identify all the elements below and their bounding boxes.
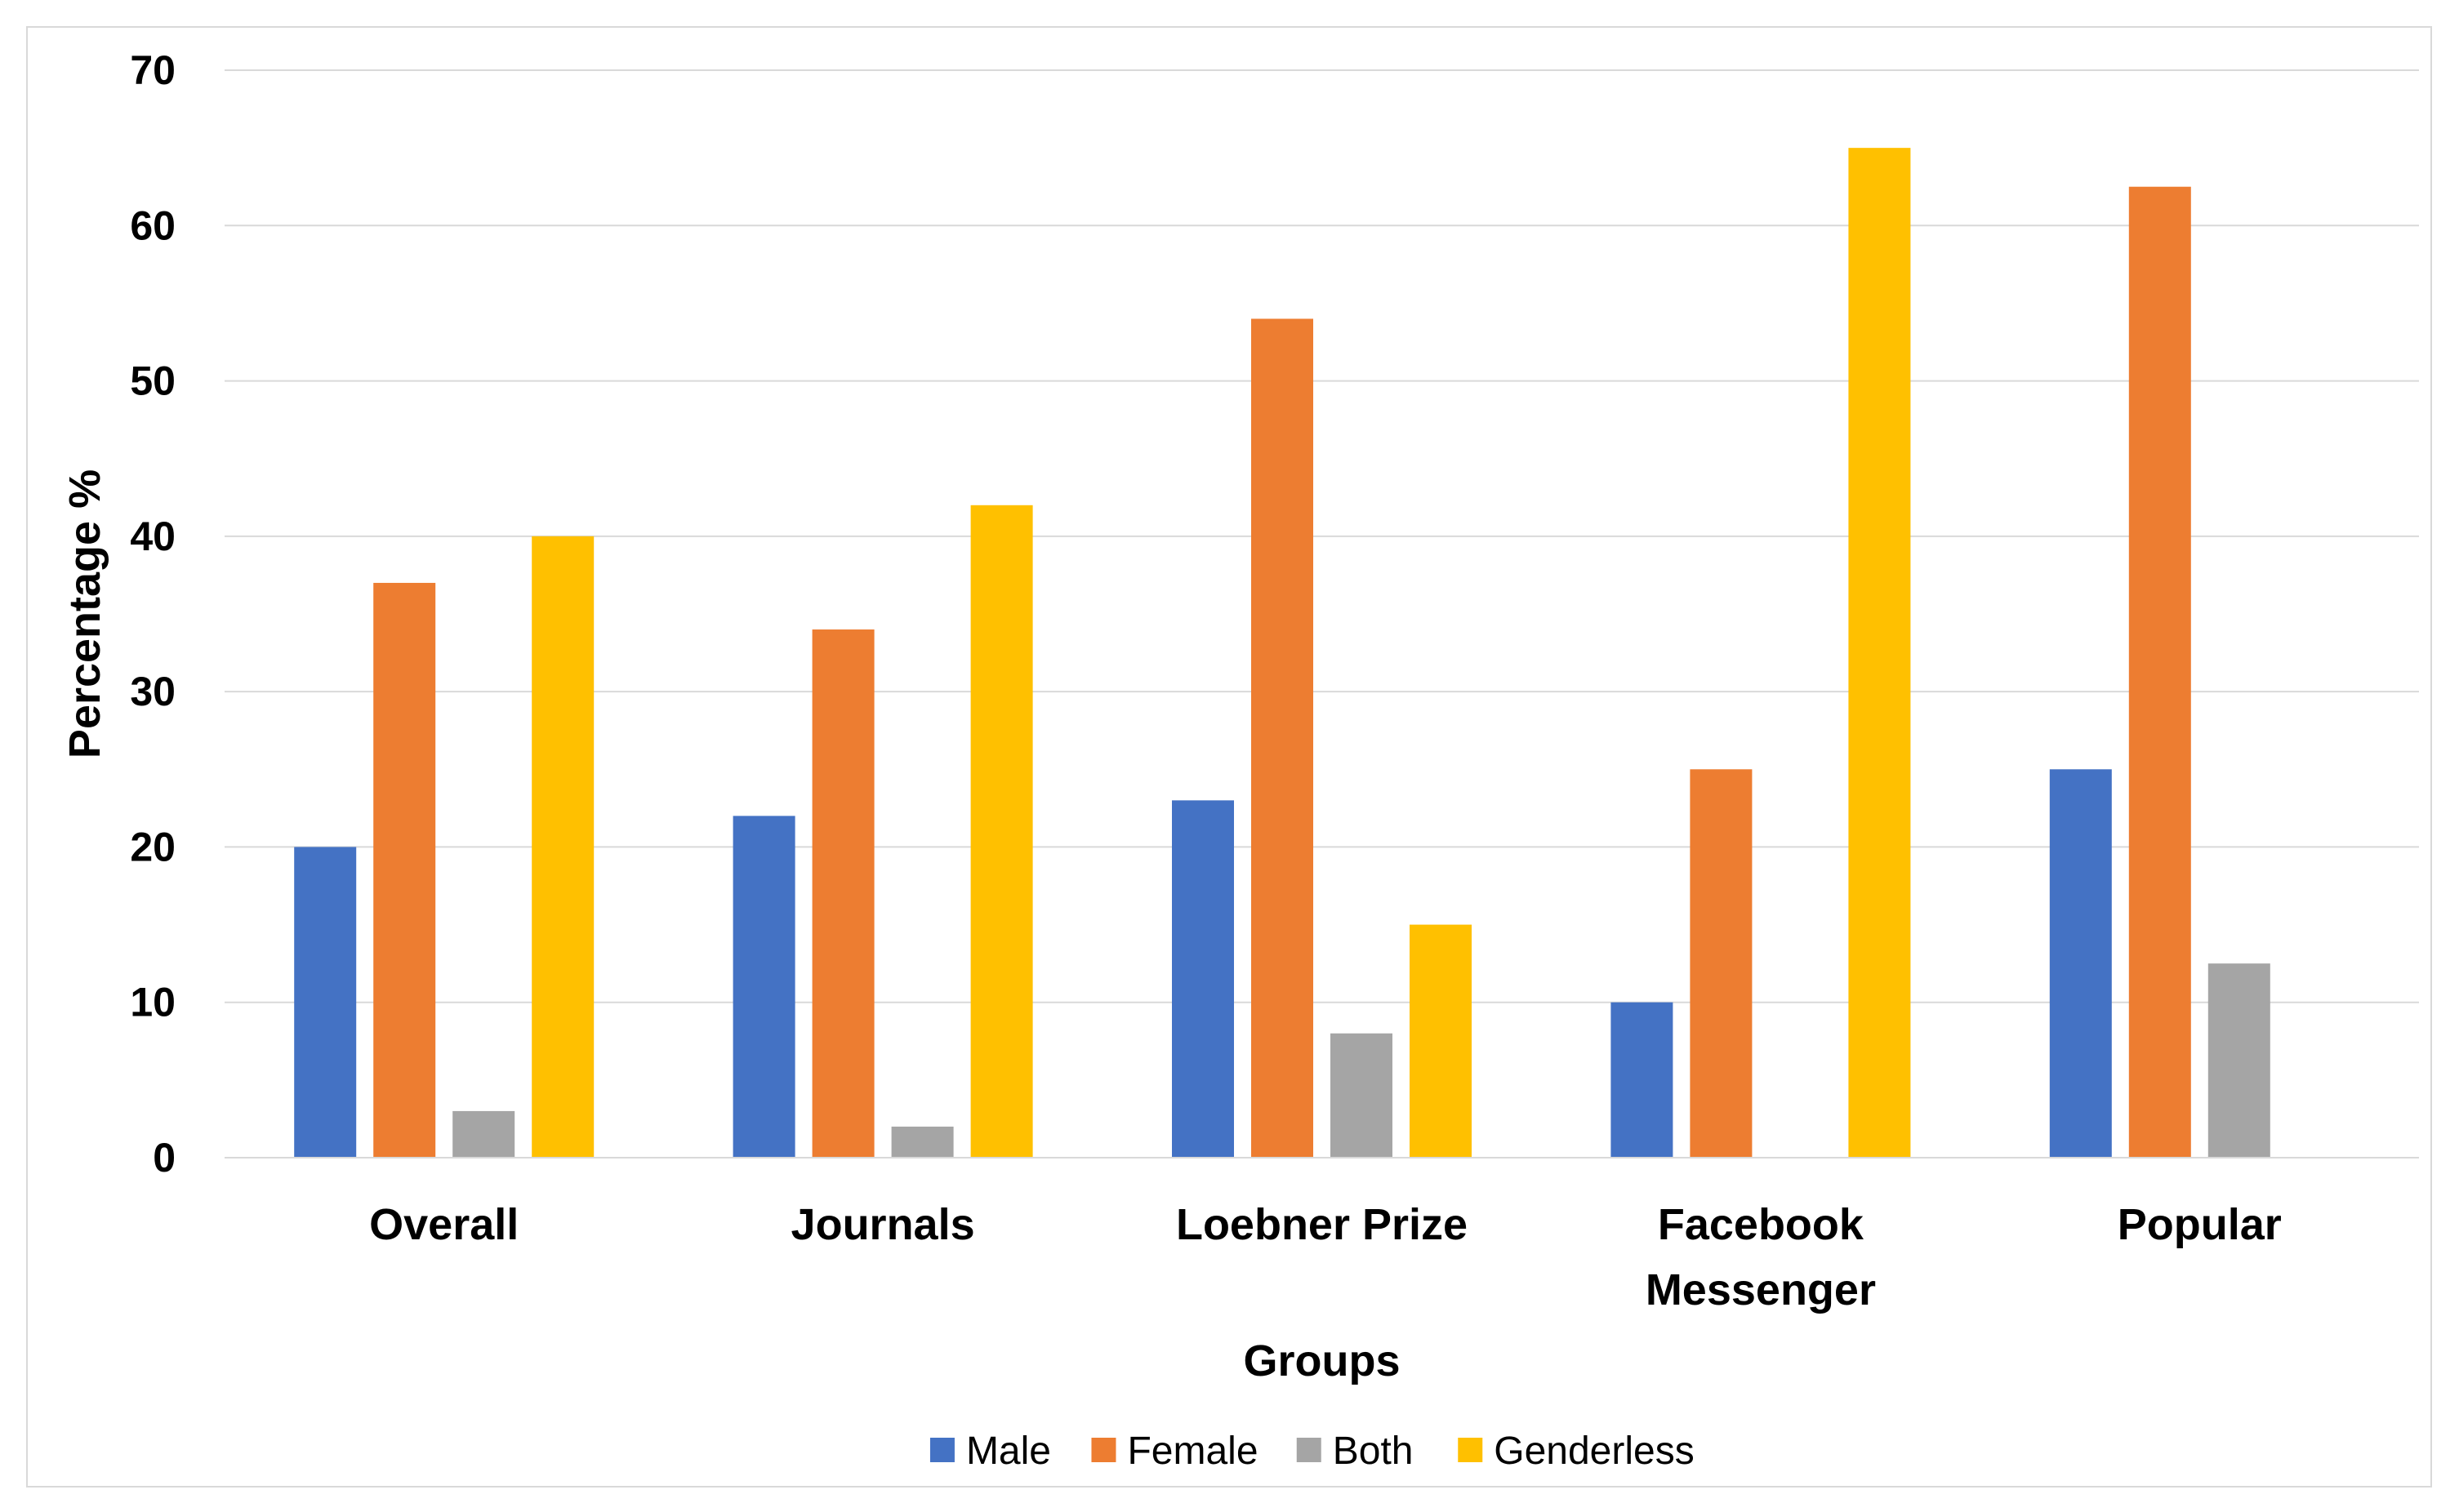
- bars: [294, 148, 2270, 1158]
- y-tick-label: 60: [130, 202, 176, 248]
- bar-male-4: [2049, 769, 2112, 1158]
- bar-both-2: [1330, 1033, 1392, 1158]
- bar-male-2: [1172, 800, 1234, 1158]
- y-axis-ticks: 0 10 20 30 40 50 60 70: [130, 47, 176, 1181]
- y-tick-label: 20: [130, 824, 176, 869]
- legend-label-female: Female: [1127, 1430, 1258, 1473]
- bar-male-1: [733, 816, 795, 1158]
- bar-female-3: [1690, 769, 1753, 1158]
- bar-both-0: [452, 1110, 515, 1158]
- category-label: Journals: [791, 1200, 975, 1249]
- bar-genderless-0: [532, 536, 595, 1158]
- y-axis-title: Percentage %: [60, 469, 109, 758]
- bar-both-1: [891, 1126, 954, 1158]
- bar-both-4: [2207, 963, 2270, 1158]
- legend-swatch-both: [1296, 1438, 1321, 1462]
- bar-female-4: [2128, 186, 2191, 1158]
- bar-female-2: [1251, 318, 1313, 1158]
- y-tick-label: 10: [130, 980, 176, 1025]
- bar-genderless-3: [1848, 148, 1911, 1158]
- legend-swatch-female: [1091, 1438, 1116, 1462]
- bar-genderless-1: [970, 505, 1033, 1158]
- bar-female-1: [812, 629, 875, 1158]
- category-label: Loebner Prize: [1176, 1200, 1468, 1249]
- y-tick-label: 30: [130, 669, 176, 714]
- bar-male-0: [294, 847, 357, 1158]
- legend-swatch-genderless: [1458, 1438, 1483, 1462]
- bar-male-3: [1610, 1002, 1673, 1158]
- category-label: Overall: [369, 1200, 519, 1249]
- legend: Male Female Both Genderless: [929, 1430, 1695, 1473]
- bar-genderless-2: [1410, 924, 1472, 1158]
- bar-female-0: [373, 582, 436, 1158]
- y-tick-label: 70: [130, 47, 176, 93]
- category-label: Popular: [2118, 1200, 2282, 1249]
- legend-label-male: Male: [966, 1430, 1051, 1473]
- x-axis-title: Groups: [1243, 1336, 1400, 1385]
- legend-swatch-male: [929, 1438, 955, 1462]
- legend-label-both: Both: [1333, 1430, 1414, 1473]
- category-labels: Overall Journals Loebner Prize Facebook Mess…: [369, 1200, 2282, 1314]
- category-label: Facebook Messenger: [1646, 1200, 1876, 1314]
- y-tick-label: 0: [153, 1135, 176, 1181]
- y-tick-label: 40: [130, 514, 176, 559]
- y-tick-label: 50: [130, 358, 176, 404]
- legend-label-genderless: Genderless: [1494, 1430, 1694, 1473]
